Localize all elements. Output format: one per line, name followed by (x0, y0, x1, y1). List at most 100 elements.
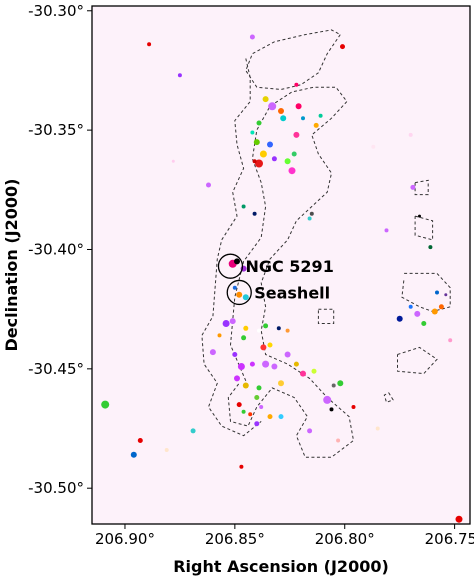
contour-layer (201, 29, 451, 458)
data-point (101, 400, 110, 409)
data-point (252, 159, 257, 164)
data-point (241, 335, 247, 341)
data-point (209, 349, 216, 356)
data-point (410, 184, 416, 190)
ngc-5291-marker-circle (217, 253, 244, 279)
data-point (278, 414, 284, 420)
data-point (351, 405, 356, 409)
data-point (375, 426, 380, 431)
data-point (130, 451, 137, 458)
data-point (232, 352, 238, 357)
contour-line (201, 58, 262, 437)
data-point (229, 318, 236, 325)
plot-background (92, 6, 470, 524)
data-point (171, 159, 175, 163)
data-point (331, 383, 336, 388)
data-point (253, 139, 260, 146)
data-point (428, 245, 433, 250)
data-point (242, 382, 249, 389)
data-point (147, 42, 152, 47)
y-tick-label: -30.30° (28, 2, 84, 20)
data-point (323, 395, 332, 404)
y-axis-title: Declination (J2000) (2, 179, 21, 352)
data-point (288, 167, 296, 175)
data-point (294, 82, 299, 87)
data-point (396, 315, 403, 322)
data-point (307, 428, 313, 434)
data-point (408, 132, 413, 137)
annotation-layer: NGC 5291 Seashell (217, 253, 334, 306)
plot-frame (91, 5, 471, 525)
data-point (276, 326, 281, 331)
data-point (448, 338, 453, 343)
data-point (236, 402, 242, 408)
contour-line (245, 29, 341, 91)
data-point (284, 351, 291, 358)
x-tick-label: 206.85° (205, 530, 265, 548)
data-point (250, 130, 255, 135)
data-point (249, 361, 255, 367)
data-point (371, 144, 376, 149)
x-axis-title: Right Ascension (J2000) (173, 557, 389, 576)
data-point (255, 159, 263, 168)
data-point (236, 291, 243, 298)
x-tick-label: 206.80° (315, 530, 375, 548)
data-point (336, 438, 341, 443)
data-point (438, 304, 444, 310)
data-point (295, 103, 302, 110)
data-point (252, 211, 257, 216)
data-point (384, 228, 389, 233)
contour-line (414, 215, 434, 241)
data-point (190, 428, 196, 434)
data-point (455, 515, 463, 523)
data-point (421, 321, 427, 326)
data-point (284, 158, 291, 165)
data-point (307, 216, 312, 221)
data-point (329, 407, 334, 412)
data-point (293, 361, 299, 367)
data-point (311, 368, 317, 374)
data-point (217, 333, 222, 338)
data-point (242, 294, 249, 301)
data-point (137, 438, 143, 443)
data-point (237, 363, 245, 370)
data-point (271, 363, 278, 370)
data-point (241, 409, 246, 414)
data-point (254, 421, 260, 427)
data-point (309, 211, 314, 216)
data-point (444, 293, 448, 297)
data-point (418, 214, 421, 218)
data-point (259, 150, 267, 158)
contour-line (383, 392, 394, 403)
data-point (318, 113, 323, 118)
data-point (300, 370, 306, 377)
data-point (268, 102, 277, 111)
data-point (278, 108, 284, 114)
data-point (206, 182, 211, 188)
ngc-5291-label: NGC 5291 (245, 257, 333, 276)
seashell-label: Seashell (254, 283, 330, 302)
data-point (435, 290, 439, 295)
contour-line (397, 346, 438, 375)
data-point (408, 304, 413, 309)
data-point (241, 204, 246, 209)
x-tick-label: 206.90° (95, 530, 155, 548)
y-tick-label: -30.35° (28, 121, 84, 139)
x-axis: 206.90° 206.85° 206.80° 206.75° (95, 524, 474, 548)
data-point (243, 325, 249, 331)
y-tick-label: -30.40° (28, 240, 84, 258)
data-point (267, 414, 273, 420)
y-axis: -30.30° -30.35° -30.40° -30.45° -30.50° (28, 2, 92, 497)
data-point (234, 258, 240, 265)
data-point (262, 96, 269, 103)
data-point (280, 115, 287, 122)
data-point (248, 412, 253, 417)
y-tick-label: -30.45° (28, 360, 84, 378)
data-point (291, 151, 297, 157)
data-point (414, 310, 421, 317)
contour-line (317, 308, 335, 324)
data-point (177, 73, 182, 78)
x-tick-label: 206.75° (425, 530, 474, 548)
data-point (431, 308, 438, 315)
